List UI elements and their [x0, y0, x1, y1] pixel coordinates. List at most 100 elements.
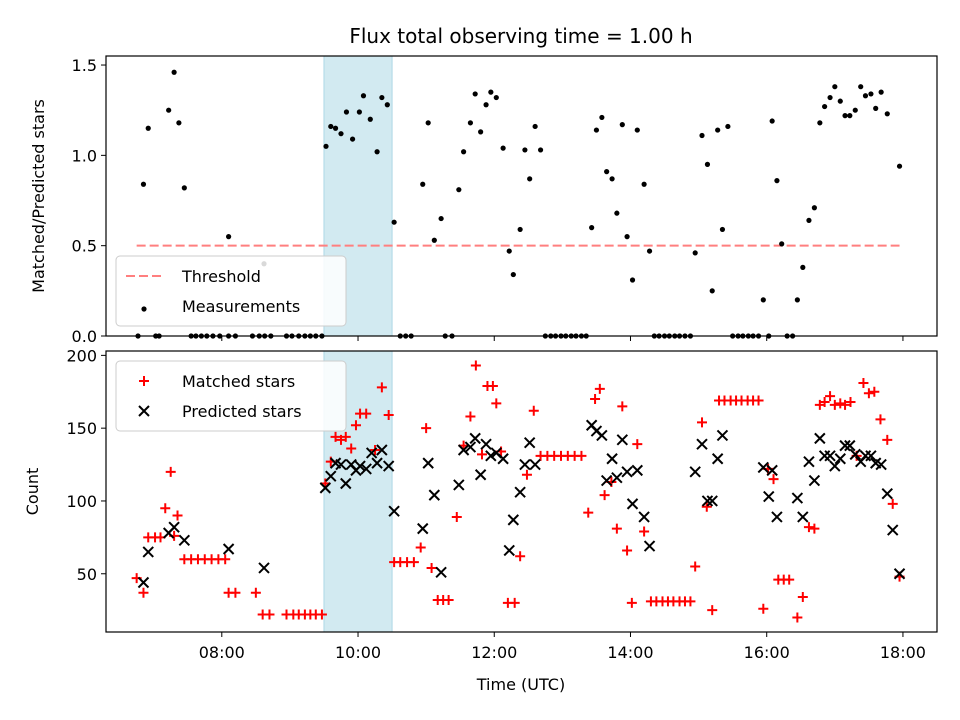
- predicted-star-point: [791, 492, 804, 504]
- predicted-star-point: [365, 447, 378, 459]
- y-tick-label: 1.0: [72, 146, 97, 165]
- y-tick-label: 200: [66, 346, 97, 365]
- measurement-point: [140, 181, 147, 187]
- matched-star-point: [361, 408, 372, 419]
- y-tick-label: 1.5: [72, 56, 97, 75]
- measurement-point: [827, 94, 833, 101]
- predicted-star-point: [689, 466, 701, 478]
- predicted-star-point: [497, 453, 509, 465]
- legend-label: Predicted stars: [182, 402, 302, 421]
- predicted-star-point: [360, 463, 372, 475]
- predicted-star-point: [865, 450, 877, 462]
- matched-star-point: [160, 503, 171, 514]
- matched-star-point: [803, 522, 814, 533]
- measurement-point: [532, 123, 538, 130]
- predicted-star-point: [771, 511, 783, 523]
- predicted-star-point: [435, 566, 447, 579]
- matched-star-point: [528, 405, 539, 416]
- predicted-star-point: [137, 576, 150, 589]
- measurement-point: [391, 219, 397, 225]
- matched-star-point: [622, 545, 633, 556]
- measurement-point: [593, 127, 600, 133]
- measurement-point: [506, 248, 512, 254]
- predicted-star-point: [335, 458, 347, 471]
- legend-box: [115, 360, 347, 432]
- measurement-point: [634, 127, 640, 133]
- predicted-star-point: [716, 429, 729, 442]
- matched-star-point: [768, 474, 779, 485]
- predicted-star-point: [354, 460, 366, 472]
- matched-star-point: [515, 551, 526, 562]
- matched-star-point: [809, 523, 820, 534]
- predicted-star-point: [178, 534, 191, 546]
- predicted-star-point: [631, 464, 644, 477]
- matched-star-point: [840, 399, 851, 410]
- matched-star-point: [611, 523, 622, 534]
- matched-star-point: [632, 439, 643, 450]
- matched-star-point: [451, 511, 462, 522]
- matched-star-point: [685, 596, 696, 607]
- matched-star-point: [829, 399, 840, 410]
- measurement-point: [456, 187, 462, 193]
- predicted-star-point: [834, 453, 846, 465]
- predicted-star-point: [503, 544, 515, 557]
- matched-star-point: [330, 431, 341, 442]
- predicted-star-point: [638, 511, 650, 523]
- matched-star-point: [350, 420, 361, 431]
- legend-predicted-swatch: [138, 405, 150, 417]
- predicted-star-point: [814, 432, 826, 445]
- predicted-star-point: [258, 562, 270, 574]
- matched-star-point: [626, 597, 637, 608]
- measurement-point: [878, 89, 884, 95]
- predicted-star-point: [514, 486, 526, 498]
- matched-star-point: [487, 380, 498, 391]
- matched-star-point: [639, 526, 650, 537]
- y-tick-label: 150: [66, 419, 97, 438]
- measurement-point: [862, 93, 869, 99]
- predicted-star-point: [376, 444, 388, 456]
- measurement-point: [166, 107, 172, 113]
- measurement-point: [599, 114, 605, 121]
- measurement-point: [323, 143, 329, 149]
- x-tick-label: 10:00: [335, 643, 381, 662]
- measurement-point: [811, 205, 817, 211]
- measurement-point: [614, 210, 620, 216]
- matched-star-point: [376, 382, 387, 393]
- measurement-point: [832, 84, 838, 90]
- measurement-point: [522, 147, 528, 153]
- y-tick-label: 100: [66, 492, 97, 511]
- predicted-star-point: [881, 487, 893, 500]
- measurement-point: [500, 145, 506, 151]
- measurement-point: [360, 93, 367, 99]
- predicted-star-point: [519, 458, 531, 471]
- predicted-star-point: [480, 438, 492, 450]
- matched-star-point: [784, 574, 795, 585]
- measurement-point: [171, 69, 177, 75]
- predicted-star-point: [168, 521, 180, 533]
- matched-star-point: [509, 597, 520, 608]
- legend-label: Measurements: [182, 297, 300, 316]
- measurement-point: [488, 89, 494, 95]
- matched-star-point: [792, 612, 803, 623]
- measurement-point: [822, 103, 828, 110]
- measurement-point: [609, 176, 615, 182]
- x-tick-label: 12:00: [471, 643, 517, 662]
- matched-star-point: [845, 396, 856, 407]
- predicted-star-point: [417, 522, 429, 535]
- measurement-point: [794, 297, 800, 303]
- predicted-star-point: [371, 457, 383, 469]
- predicted-star-point: [422, 457, 434, 469]
- matched-star-point: [491, 398, 502, 409]
- predicted-star-point: [757, 461, 770, 474]
- measurement-point: [699, 132, 705, 139]
- measurement-point: [493, 94, 499, 101]
- measurement-point: [624, 234, 630, 240]
- measurement-point: [868, 91, 874, 97]
- predicted-star-point: [464, 441, 477, 453]
- measurement-point: [619, 122, 625, 128]
- measurement-point: [709, 288, 715, 294]
- predicted-star-point: [701, 495, 714, 507]
- predicted-star-point: [388, 505, 400, 517]
- measurement-point: [719, 226, 726, 233]
